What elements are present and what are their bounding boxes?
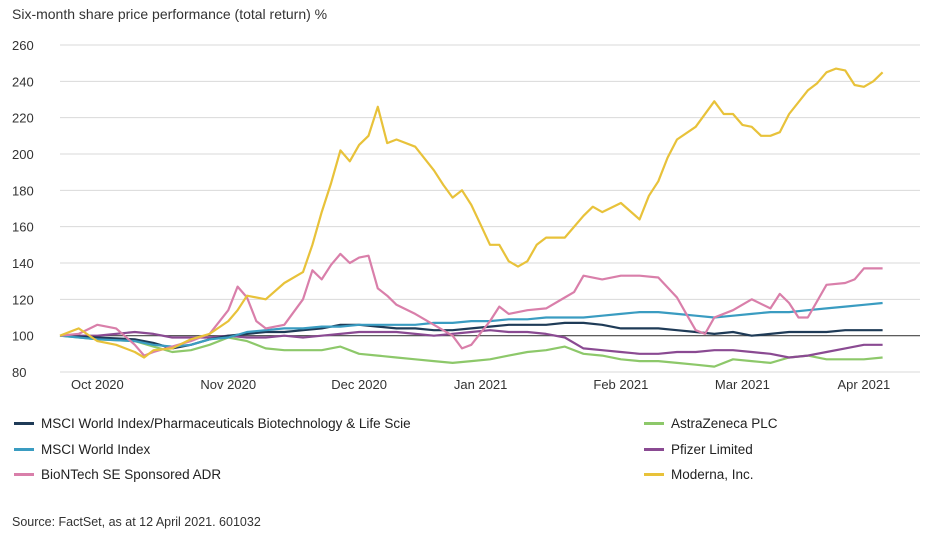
series-line [60,329,883,359]
y-tick-label: 220 [12,111,34,126]
series-line [59,321,883,350]
legend-swatch [14,422,34,425]
x-tick-label: Apr 2021 [838,377,891,392]
y-tick-label: 200 [12,147,34,162]
legend-label: AstraZeneca PLC [671,416,778,431]
legend-swatch [644,422,664,425]
legend-label: Pfizer Limited [671,442,753,457]
legend-item: AstraZeneca PLC [644,416,778,431]
series-line [59,252,883,357]
x-tick-label: Nov 2020 [200,377,256,392]
legend-label: MSCI World Index [41,442,151,457]
legend-item: BioNTech SE Sponsored ADR [14,467,221,482]
legend-swatch [14,448,34,451]
y-tick-label: 160 [12,220,34,235]
series-layer [59,67,884,368]
x-tick-label: Dec 2020 [331,377,387,392]
legend-label: MSCI World Index/Pharmaceuticals Biotech… [41,416,411,431]
series-line [59,301,883,348]
x-tick-label: Mar 2021 [715,377,770,392]
y-tick-label: 260 [12,38,34,53]
axis-layer: 80 100 120 140 160 180 200 220 240 260 Oct 2020 Nov… [12,38,890,392]
y-tick-label: 180 [12,183,34,198]
legend-swatch [644,473,664,476]
y-tick-label: 100 [12,329,34,344]
x-tick-label: Jan 2021 [454,377,508,392]
series-line [59,334,883,368]
legend-swatch [644,448,664,451]
legend-item: Pfizer Limited [644,442,753,457]
legend-label: BioNTech SE Sponsored ADR [41,467,222,482]
legend-item: MSCI World Index/Pharmaceuticals Biotech… [14,416,411,431]
legend-item: Moderna, Inc. [644,467,754,482]
chart-title: Six-month share price performance (total… [12,6,328,22]
legend-swatch [14,473,34,476]
series-line [59,67,884,359]
source-note: Source: FactSet, as at 12 April 2021. 60… [12,515,261,529]
y-tick-label: 140 [12,256,34,271]
y-tick-label: 240 [12,74,34,89]
legend-label: Moderna, Inc. [671,467,754,482]
y-tick-label: 120 [12,292,34,307]
y-tick-label: 80 [12,365,26,380]
x-tick-label: Oct 2020 [71,377,124,392]
legend-item: MSCI World Index [14,442,150,457]
x-tick-label: Feb 2021 [593,377,648,392]
grid-layer [60,44,920,373]
